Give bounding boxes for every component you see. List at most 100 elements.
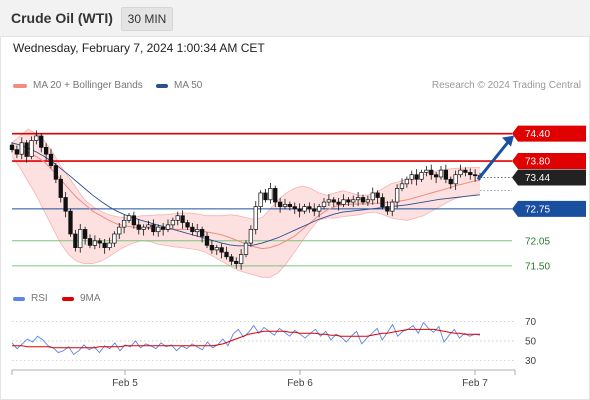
candle-body (453, 174, 458, 185)
candle-body (385, 206, 390, 212)
candle-body (336, 201, 341, 205)
candle-body (141, 226, 146, 230)
candle-body (180, 215, 185, 223)
candle-body (185, 222, 190, 228)
candle-body (68, 210, 73, 235)
candle-body (424, 169, 429, 173)
timeframe-badge[interactable]: 30 MIN (121, 7, 173, 31)
candle-body (282, 203, 288, 207)
legend-9ma-label: 9MA (80, 293, 101, 304)
candle-body (224, 251, 229, 258)
x-tick-label-2: Feb 7 (462, 378, 488, 389)
candle-body (273, 188, 278, 203)
candle-body (29, 140, 34, 157)
candle-body (326, 199, 332, 203)
rsi-swatch-icon (13, 296, 25, 301)
rsi-tick-label-2: 30 (525, 356, 537, 367)
candle-body (351, 199, 356, 203)
candle-body (331, 199, 336, 203)
candle-body (399, 183, 405, 189)
candle-body (112, 233, 117, 244)
level-tag-0 (512, 125, 586, 142)
candle-body (433, 174, 439, 178)
candle-body (156, 226, 161, 233)
candle-body (238, 254, 244, 264)
candle-body (234, 260, 239, 264)
candle-body (248, 229, 254, 244)
rsi-9ma-line (12, 328, 480, 349)
copyright-text: Research © 2024 Trading Central (431, 80, 581, 91)
candle-body (287, 203, 293, 207)
instrument-title: Crude Oil (WTI) (11, 10, 113, 26)
candle-body (458, 169, 463, 176)
candle-body (365, 199, 371, 203)
candle-body (394, 188, 400, 203)
forecast-arrow-head-icon (502, 135, 514, 147)
candle-body (48, 153, 54, 166)
candle-body (39, 135, 44, 148)
candle-body (43, 147, 49, 155)
candle-body (370, 192, 375, 201)
header-bar: Crude Oil (WTI) 30 MIN (0, 0, 590, 37)
candle-body (78, 229, 83, 248)
level-label-3: 72.05 (525, 236, 550, 247)
level-tag-1 (512, 153, 586, 170)
candle-body (73, 233, 78, 248)
candle-body (199, 229, 205, 237)
candle-body (97, 240, 102, 244)
candle-body (14, 149, 20, 155)
candle-body (190, 226, 195, 233)
ma50-swatch-icon (156, 83, 168, 88)
legend-9ma: 9MA (62, 293, 101, 304)
candle-body (34, 135, 39, 141)
candle-body (292, 206, 297, 210)
candle-body (307, 206, 312, 210)
bollinger-lower-line (11, 156, 481, 278)
level-label-1: 73.80 (525, 157, 550, 168)
candle-body (170, 219, 176, 226)
candle-body (253, 206, 258, 230)
candle-body (136, 224, 141, 230)
ma9-swatch-icon (62, 296, 74, 301)
legend-ma20-label: MA 20 + Bollinger Bands (33, 80, 143, 91)
candle-body (9, 144, 15, 150)
candle-body (341, 199, 346, 205)
level-tag-2 (512, 200, 586, 217)
candle-body (404, 178, 410, 185)
candle-body (390, 201, 395, 212)
candle-body (463, 169, 468, 173)
candle-body (214, 247, 219, 251)
candle-body (258, 192, 263, 207)
candle-body (414, 174, 419, 180)
rsi-tick-label-0: 70 (525, 317, 537, 328)
candle-body (195, 229, 200, 233)
rsi-tick-label-1: 50 (525, 337, 537, 348)
candle-body (53, 165, 59, 180)
candle-body (92, 240, 98, 246)
candle-body (19, 142, 24, 155)
candle-body (316, 206, 322, 212)
candle-body (312, 208, 317, 212)
last-price-label: 73.44 (525, 173, 550, 184)
legend-ma50-label: MA 50 (174, 80, 203, 91)
candle-body (243, 242, 249, 255)
legend-ma50: MA 50 (156, 80, 202, 91)
candle-body (263, 192, 268, 201)
candle-body (151, 224, 156, 233)
candle-body (121, 219, 127, 228)
last-price-tag (512, 169, 586, 186)
candle-body (380, 197, 385, 207)
candle-body (117, 226, 122, 235)
legend-rsi: RSI (13, 293, 48, 304)
candle-body (82, 229, 88, 239)
candle-body (360, 197, 366, 203)
ma20-swatch-icon (13, 83, 27, 88)
candle-body (24, 142, 29, 157)
candle-body (438, 169, 444, 178)
candle-body (209, 245, 215, 251)
candle-body (58, 178, 63, 198)
candle-body (448, 178, 453, 185)
candle-body (63, 197, 68, 212)
candle-body (219, 247, 224, 253)
